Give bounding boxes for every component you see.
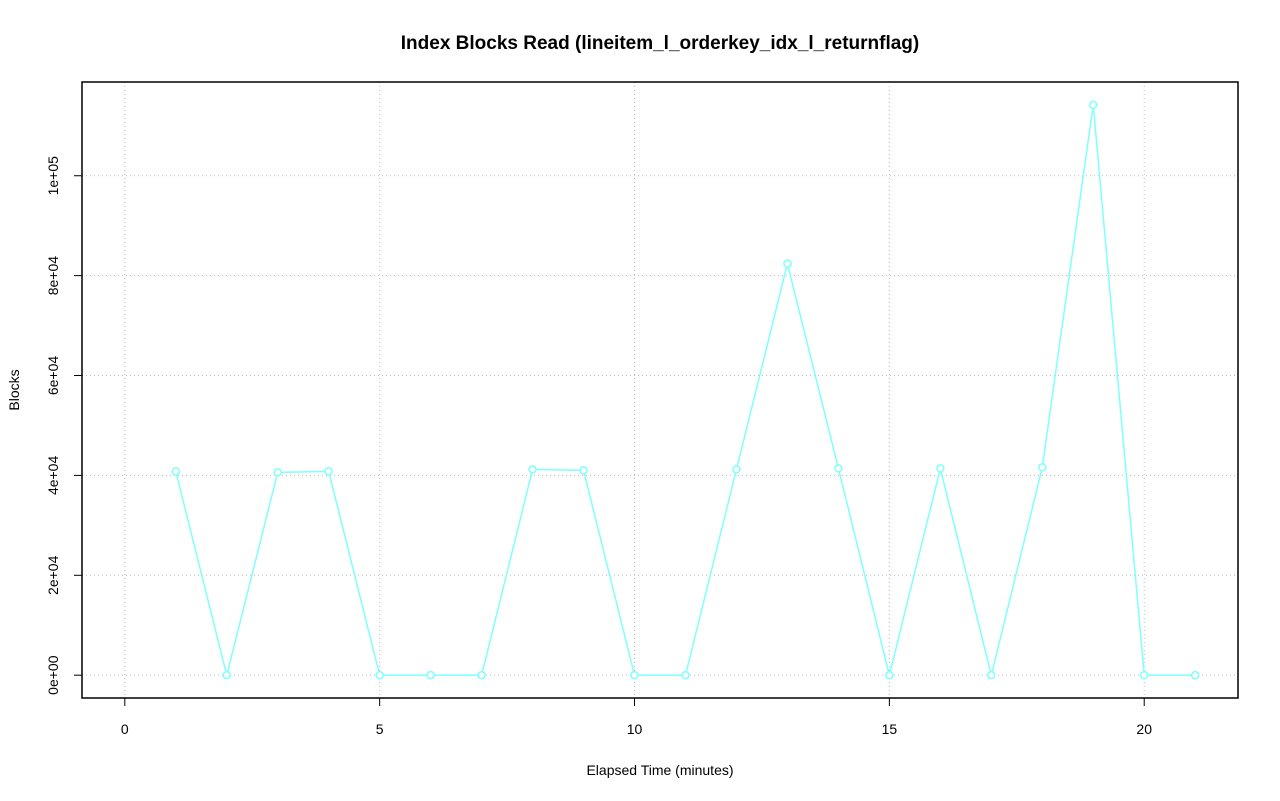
chart-title: Index Blocks Read (lineitem_l_orderkey_i… xyxy=(401,33,919,54)
plot-frame xyxy=(81,81,1239,699)
data-point xyxy=(630,670,639,680)
x-tick-label: 20 xyxy=(1136,721,1152,737)
x-tick-label: 15 xyxy=(882,721,898,737)
data-point xyxy=(222,670,232,680)
data-point xyxy=(1139,670,1149,680)
data-point xyxy=(324,467,333,476)
data-point xyxy=(783,259,792,268)
data-point xyxy=(477,670,486,680)
data-point xyxy=(171,467,181,476)
data-point xyxy=(579,466,588,475)
y-tick-label: 1e+05 xyxy=(45,156,61,196)
x-axis-label: Elapsed Time (minutes) xyxy=(586,762,733,778)
data-point xyxy=(681,670,690,680)
y-tick-label: 2e+04 xyxy=(45,555,61,595)
data-point xyxy=(426,670,435,680)
x-tick-label: 0 xyxy=(121,721,129,737)
y-tick-label: 6e+04 xyxy=(45,356,61,396)
data-point xyxy=(987,670,996,680)
data-point xyxy=(885,670,894,680)
data-point xyxy=(1190,670,1200,680)
x-tick-label: 10 xyxy=(627,721,643,737)
y-tick-label: 4e+04 xyxy=(45,456,61,496)
y-tick-label: 8e+04 xyxy=(45,256,61,296)
data-point xyxy=(834,464,843,473)
data-point xyxy=(1088,100,1098,110)
data-point xyxy=(732,465,741,474)
data-point xyxy=(1038,463,1047,472)
data-point xyxy=(273,468,282,477)
data-point xyxy=(528,465,537,474)
y-axis-label: Blocks xyxy=(6,369,22,410)
series-line xyxy=(175,104,1196,676)
data-point xyxy=(936,464,945,473)
data-point xyxy=(375,670,384,680)
y-tick-label: 0e+00 xyxy=(45,655,61,695)
x-tick-label: 5 xyxy=(376,721,384,737)
